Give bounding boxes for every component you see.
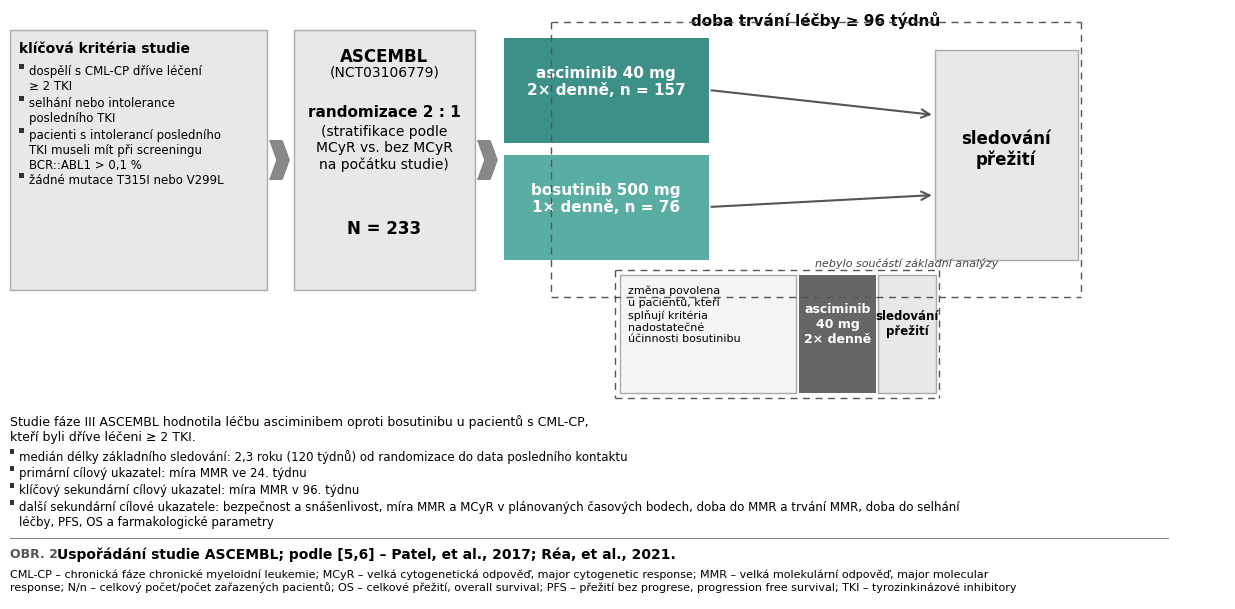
Bar [10,500,15,505]
FancyBboxPatch shape [878,275,936,393]
FancyBboxPatch shape [799,275,876,393]
FancyBboxPatch shape [504,38,709,143]
Text: žádné mutace T315I nebo V299L: žádné mutace T315I nebo V299L [28,174,224,187]
Text: CML-CP – chronická fáze chronické myeloidní leukemie; MCyR – velká cytogenetická: CML-CP – chronická fáze chronické myeloi… [10,570,1016,593]
Text: (stratifikace podle
MCyR vs. bez MCyR
na počátku studie): (stratifikace podle MCyR vs. bez MCyR na… [316,125,453,172]
Text: selhání nebo intolerance
posledního TKI: selhání nebo intolerance posledního TKI [28,97,174,125]
FancyBboxPatch shape [10,30,267,290]
Text: nebylo součástí základní analýzy: nebylo součástí základní analýzy [815,258,999,269]
Text: bosutinib 500 mg
1× denně, n = 76: bosutinib 500 mg 1× denně, n = 76 [531,183,680,216]
Text: (NCT03106779): (NCT03106779) [330,65,440,79]
Bar [10,483,15,488]
Text: sledování
přežití: sledování přežití [876,310,939,338]
Text: další sekundární cílové ukazatele: bezpečnost a snášenlivost, míra MMR a MCyR v : další sekundární cílové ukazatele: bezpe… [19,501,960,529]
Text: ASCEMBL: ASCEMBL [340,48,429,66]
Text: N = 233: N = 233 [347,220,421,238]
Text: sledování
přežití: sledování přežití [961,130,1051,169]
Bar [19,173,23,178]
FancyBboxPatch shape [294,30,475,290]
Text: klíčový sekundární cílový ukazatel: míra MMR v 96. týdnu: klíčový sekundární cílový ukazatel: míra… [19,484,359,497]
Text: Uspořádání studie ASCEMBL; podle [5,6] – Patel, et al., 2017; Réa, et al., 2021.: Uspořádání studie ASCEMBL; podle [5,6] –… [57,548,676,563]
Text: změna povolena
u pacientů, kteří
splňují kritéria
nadostatečné
účinnosti bosutin: změna povolena u pacientů, kteří splňují… [627,285,740,344]
Text: primární cílový ukazatel: míra MMR ve 24. týdnu: primární cílový ukazatel: míra MMR ve 24… [19,467,306,480]
Text: dospělí s CML-CP dříve léčení
≥ 2 TKI: dospělí s CML-CP dříve léčení ≥ 2 TKI [28,65,201,93]
Text: pacienti s intolerancí posledního
TKI museli mít při screeningu
BCR::ABL1 > 0,1 : pacienti s intolerancí posledního TKI mu… [28,129,221,172]
Bar [19,96,23,101]
FancyBboxPatch shape [504,155,709,260]
Polygon shape [477,140,498,180]
Text: medián délky základního sledování: 2,3 roku (120 týdnů) od randomizace do data p: medián délky základního sledování: 2,3 r… [19,450,627,464]
Text: doba trvání léčby ≥ 96 týdnů: doba trvání léčby ≥ 96 týdnů [692,12,941,29]
Bar [10,449,15,454]
Text: randomizace 2 : 1: randomizace 2 : 1 [308,105,461,120]
Text: asciminib
40 mg
2× denně: asciminib 40 mg 2× denně [804,303,871,346]
Bar [10,466,15,471]
Polygon shape [269,140,290,180]
Bar [19,128,23,133]
Text: klíčová kritéria studie: klíčová kritéria studie [19,42,190,56]
FancyBboxPatch shape [935,50,1078,260]
Text: Studie fáze III ASCEMBL hodnotila léčbu asciminibem oproti bosutinibu u pacientů: Studie fáze III ASCEMBL hodnotila léčbu … [10,415,588,444]
Text: OBR. 2: OBR. 2 [10,548,57,561]
Bar [19,64,23,69]
FancyBboxPatch shape [620,275,797,393]
Text: asciminib 40 mg
2× denně, n = 157: asciminib 40 mg 2× denně, n = 157 [527,66,685,99]
